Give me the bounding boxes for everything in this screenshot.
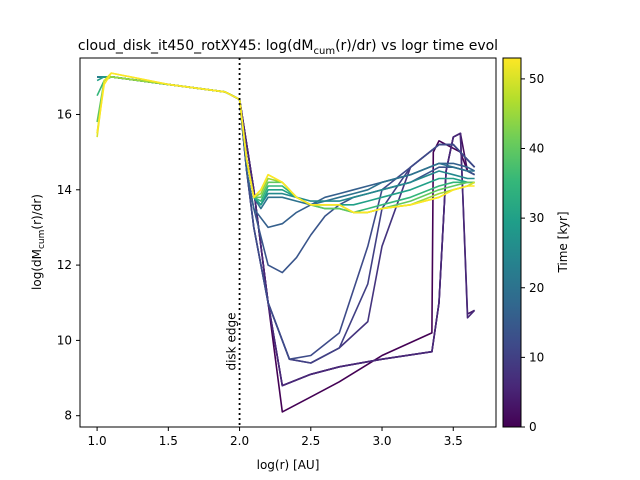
y-tick-label: 14 [57, 183, 72, 197]
y-axis-label-suffix: (r)/dr) [30, 194, 44, 230]
y-axis-label: log(dMcum(r)/dr) [30, 194, 47, 290]
x-tick-label: 1.0 [88, 434, 107, 448]
y-axis-label-subscript: cum [37, 230, 47, 249]
x-tick-label: 2.5 [301, 434, 320, 448]
y-tick-label: 10 [57, 333, 72, 347]
series-line-7 [97, 76, 475, 274]
x-tick-label: 3.0 [372, 434, 391, 448]
colorbar-tick-label: 30 [529, 211, 544, 225]
x-tick-label: 3.5 [444, 434, 463, 448]
colorbar-tick-label: 50 [529, 72, 544, 86]
x-tick-label: 2.0 [230, 434, 249, 448]
series-line-0 [97, 76, 475, 413]
plot-frame [79, 57, 497, 428]
x-axis-ticks: 1.0 1.5 2.0 2.5 3.0 3.5 [88, 427, 463, 448]
chart-title-subscript: cum [314, 46, 336, 57]
chart-title-suffix: (r)/dr) vs logr time evol [335, 38, 498, 54]
series-line-6 [97, 76, 476, 360]
disk-edge-label: disk edge [225, 313, 239, 371]
colorbar-ticks: 0 10 20 30 40 50 [521, 72, 544, 434]
series-layer [96, 72, 476, 413]
y-tick-label: 12 [57, 258, 72, 272]
colorbar-tick-label: 0 [529, 420, 537, 434]
y-tick-label: 16 [57, 107, 72, 121]
colorbar-tick-label: 10 [529, 350, 544, 364]
colorbar-tick-label: 40 [529, 142, 544, 156]
colorbar-label: Time [kyr] [556, 211, 570, 273]
chart-title-prefix: cloud_disk_it450_rotXY45: log(dM [78, 38, 314, 54]
x-axis-label: log(r) [AU] [257, 458, 320, 472]
colorbar [502, 57, 522, 428]
y-tick-label: 8 [64, 409, 72, 423]
colorbar-tick-label: 20 [529, 281, 544, 295]
y-axis-ticks: 8 10 12 14 16 [57, 107, 80, 423]
chart-title: cloud_disk_it450_rotXY45: log(dMcum(r)/d… [78, 38, 498, 57]
x-tick-label: 1.5 [159, 434, 178, 448]
series-line-16 [96, 72, 475, 214]
y-axis-label-prefix: log(dM [30, 249, 44, 290]
series-line-8 [97, 76, 475, 229]
